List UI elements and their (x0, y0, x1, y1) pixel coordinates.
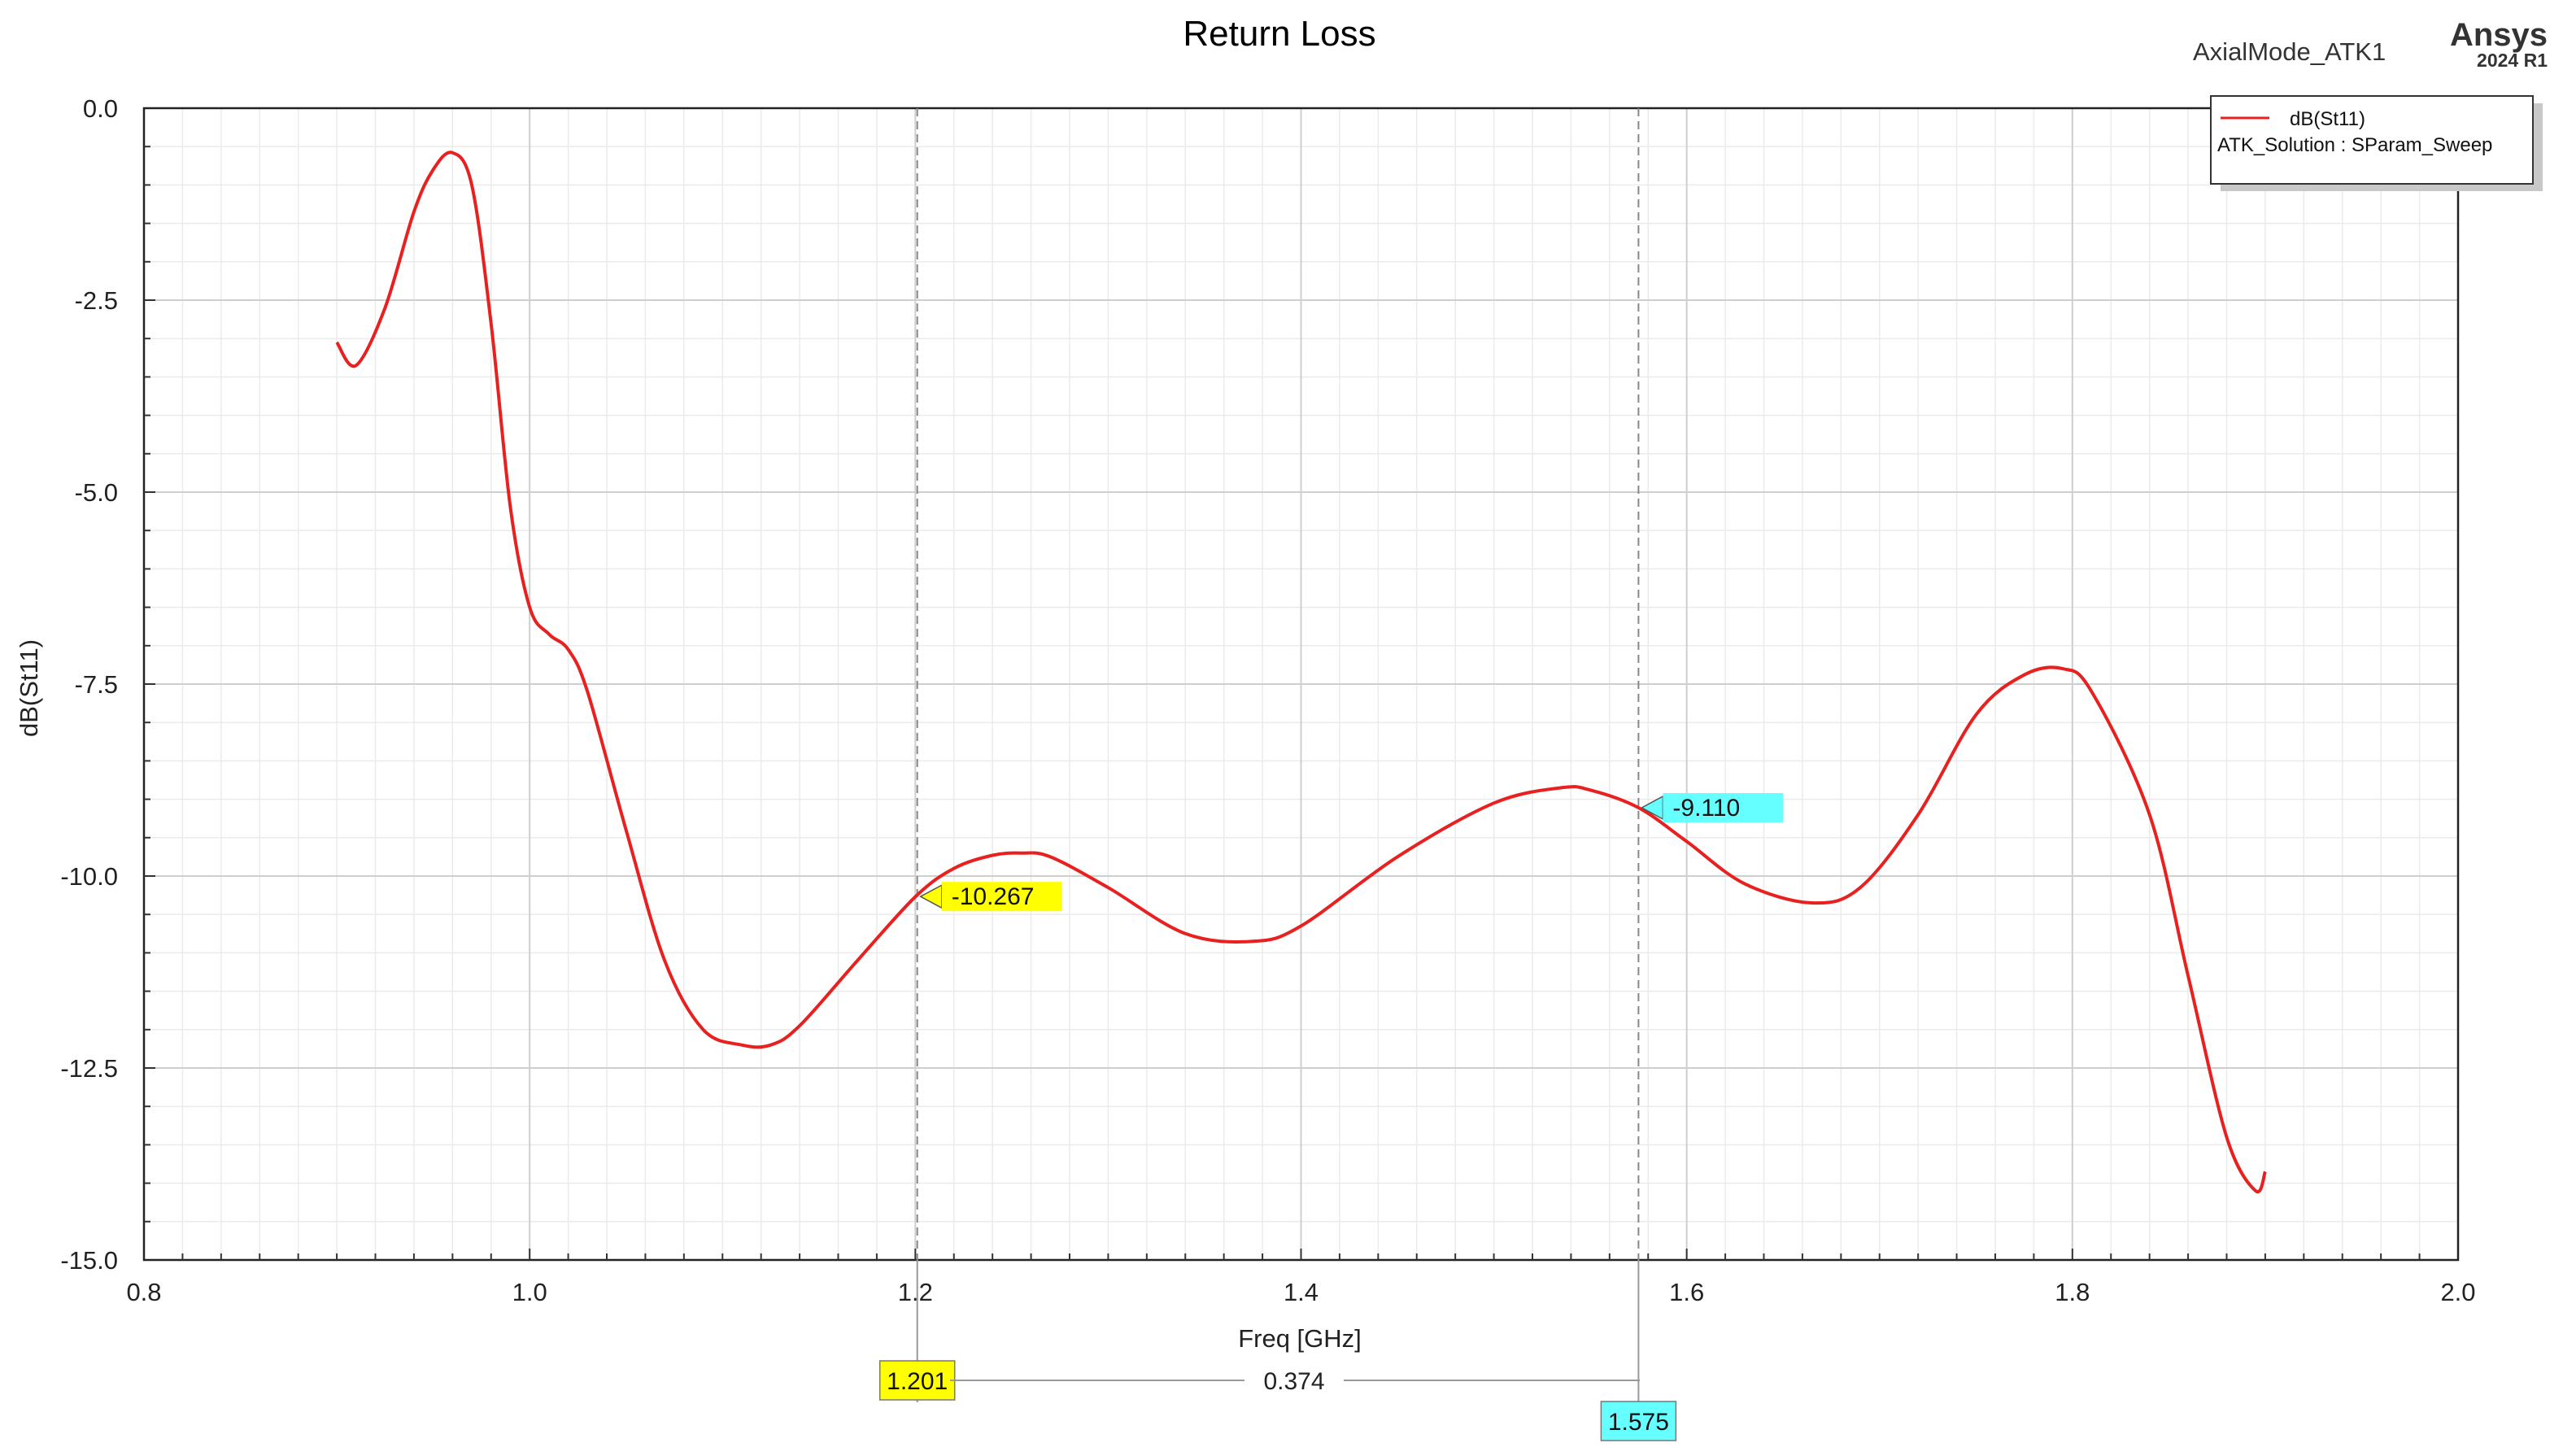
legend-series-name: dB(St11) (2290, 108, 2365, 130)
ansys-version: 2024 R1 (2477, 50, 2548, 71)
marker-2[interactable]: -9.110 1.575 (1600, 792, 1784, 1441)
legend-series-source: ATK_Solution : SParam_Sweep (2217, 134, 2492, 156)
marker-lines (916, 108, 1640, 1402)
marker-x-box (878, 1360, 956, 1401)
marker-x-label: 1.201 (887, 1368, 948, 1395)
legend[interactable]: dB(St11) ATK_Solution : SParam_Sweep (2210, 95, 2543, 191)
markers[interactable]: -10.267 1.201 -9.110 1.575 (878, 792, 1784, 1441)
x-tick-label: 1.8 (2055, 1278, 2090, 1306)
marker-x-box (1600, 1401, 1677, 1441)
y-axis-label: dB(St11) (15, 639, 43, 737)
y-tick-label: -7.5 (75, 670, 118, 699)
ansys-logo: Ansys (2450, 17, 2548, 53)
x-tick-label: 1.2 (898, 1278, 933, 1306)
marker-x-label: 1.575 (1608, 1409, 1669, 1436)
marker-value-label: -9.110 (1672, 795, 1740, 822)
y-tick-label: -12.5 (60, 1054, 118, 1083)
x-tick-label: 1.6 (1669, 1278, 1704, 1306)
y-tick-label: -2.5 (75, 286, 118, 315)
marker-value-box (941, 882, 1062, 912)
y-tick-label: -5.0 (75, 478, 118, 507)
delta-value: 0.374 (1263, 1368, 1324, 1395)
marker-value-label: -10.267 (952, 883, 1035, 910)
x-tick-label: 0.8 (126, 1278, 161, 1306)
x-tick-label: 2.0 (2440, 1278, 2475, 1306)
design-name: AxialMode_ATK1 (2193, 37, 2386, 66)
x-axis-label: Freq [GHz] (1238, 1324, 1362, 1353)
chart-title: Return Loss (1183, 14, 1375, 54)
x-tick-label: 1.4 (1284, 1278, 1319, 1306)
y-tick-label: -10.0 (60, 862, 118, 891)
marker-value-box (1663, 792, 1784, 822)
tick-labels: 0.8 1.0 1.2 1.4 1.6 1.8 2.0 0.0 -2.5 -5.0 -7.5 -10.… (60, 94, 2475, 1306)
y-tick-label: 0.0 (83, 94, 118, 123)
delta-annotation: 0.374 (950, 1368, 1640, 1395)
y-tick-label: -15.0 (60, 1246, 118, 1275)
x-tick-label: 1.0 (512, 1278, 547, 1306)
grid (143, 107, 2459, 1261)
axes (142, 107, 2460, 1262)
series (335, 150, 2267, 1194)
marker-1[interactable]: -10.267 1.201 (878, 882, 1062, 1401)
series-line-dbst11 (335, 150, 2267, 1194)
